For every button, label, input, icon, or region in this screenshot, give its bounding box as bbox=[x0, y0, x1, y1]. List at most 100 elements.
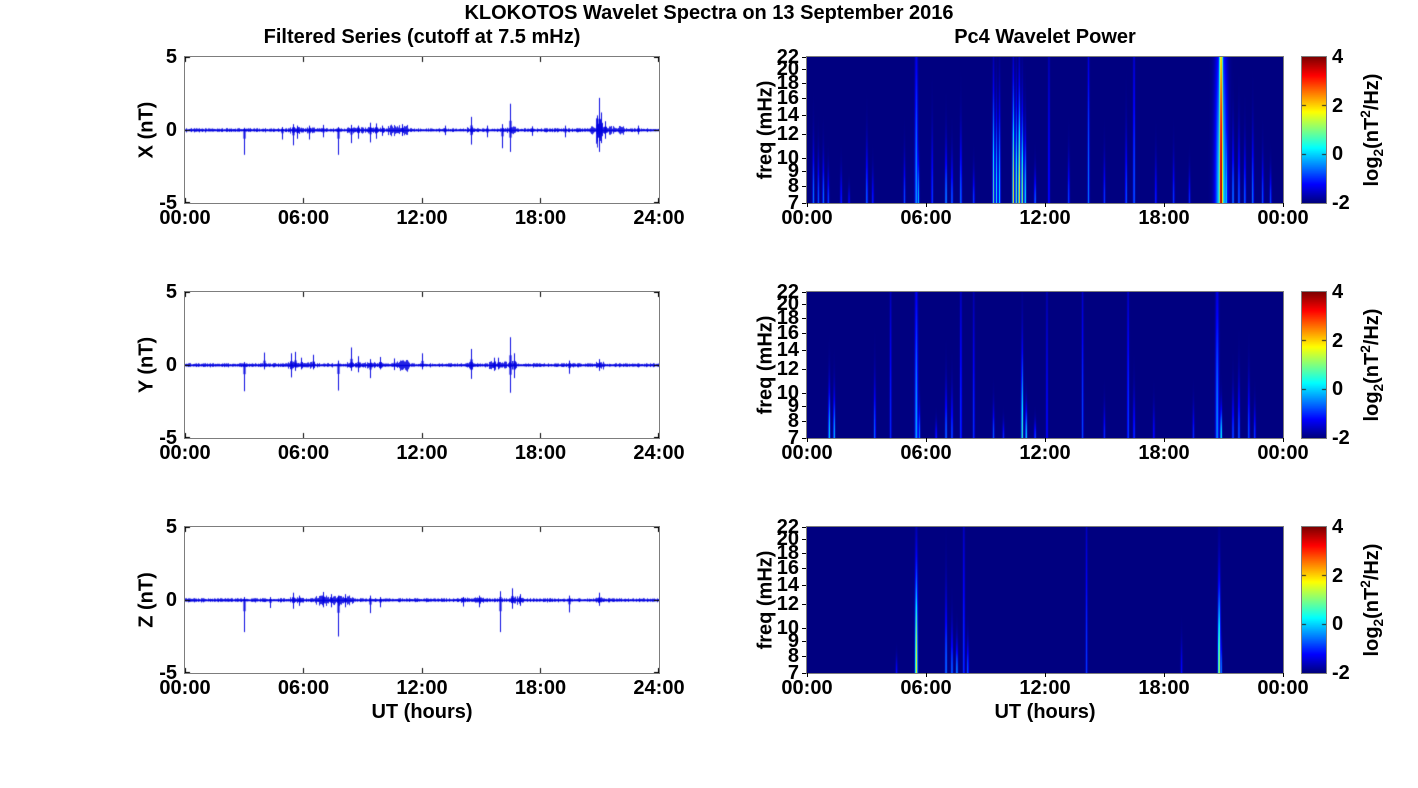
y-series-plot bbox=[185, 292, 659, 438]
y-tick-label: 5 bbox=[165, 516, 177, 538]
figure-title: KLOKOTOS Wavelet Spectra on 13 September… bbox=[464, 2, 954, 24]
colorbar-label-row3: log2(nT2/Hz) bbox=[1358, 543, 1386, 657]
y-tick-label: -5 bbox=[159, 427, 177, 449]
x-tick-label: 12:00 bbox=[1019, 207, 1071, 229]
time-tick-mark bbox=[1045, 438, 1046, 442]
freq-tick-mark bbox=[802, 157, 806, 159]
freq-tick-mark bbox=[802, 392, 806, 394]
colorbar-tick-label: 2 bbox=[1332, 564, 1344, 587]
colorbar-gradient bbox=[1302, 292, 1326, 438]
x-tick-label: 00:00 bbox=[1257, 207, 1309, 229]
time-tick-mark bbox=[807, 438, 808, 442]
y-tick-label: 5 bbox=[165, 46, 177, 68]
freq-tick-mark bbox=[802, 114, 806, 116]
x-tick-label: 18:00 bbox=[514, 677, 567, 699]
freq-tick-label: 20 bbox=[776, 528, 799, 551]
freq-tick-mark bbox=[802, 627, 806, 629]
x-tick-label: 18:00 bbox=[514, 442, 567, 464]
colorbar-row3: 4 2 0 -2 bbox=[1301, 517, 1350, 683]
freq-tick-label: 12 bbox=[776, 358, 799, 381]
x-tick-label: 18:00 bbox=[514, 207, 567, 229]
freq-tick-mark bbox=[802, 673, 806, 674]
freq-tick-mark bbox=[802, 527, 806, 528]
freq-tick-mark bbox=[802, 69, 806, 71]
colorbar-tick-label: -2 bbox=[1332, 192, 1350, 214]
x-tick-label: 00:00 bbox=[781, 442, 833, 464]
freq-axis-label-row3: freq (mHz) bbox=[754, 550, 777, 650]
x-tick-label: 00:00 bbox=[159, 677, 211, 699]
freq-tick-label: 22 bbox=[776, 281, 799, 303]
x-tick-label: 06:00 bbox=[900, 677, 952, 699]
freq-tick-mark bbox=[802, 405, 806, 407]
time-tick-mark bbox=[1283, 203, 1284, 207]
freq-tick-label: 9 bbox=[787, 394, 799, 417]
freq-tick-label: 14 bbox=[776, 573, 799, 596]
freq-tick-label: 14 bbox=[776, 338, 799, 361]
freq-tick-label: 18 bbox=[776, 541, 799, 564]
time-tick-mark bbox=[926, 673, 927, 677]
freq-tick-mark bbox=[802, 420, 806, 422]
freq-tick-mark bbox=[802, 82, 806, 84]
colorbar-tick-label: 4 bbox=[1332, 516, 1344, 538]
freq-tick-label: 9 bbox=[787, 159, 799, 182]
freq-tick-mark bbox=[802, 292, 806, 293]
freq-tick-label: 8 bbox=[787, 174, 799, 197]
colorbar-tick-label: 0 bbox=[1332, 378, 1344, 401]
x-tick-label: 06:00 bbox=[900, 207, 952, 229]
freq-tick-mark bbox=[802, 203, 806, 204]
x-tick-label: 12:00 bbox=[396, 207, 448, 229]
freq-axis-label-row2: freq (mHz) bbox=[754, 315, 777, 415]
time-tick-mark bbox=[926, 203, 927, 207]
x-tick-label: 18:00 bbox=[1138, 442, 1190, 464]
freq-tick-label: 16 bbox=[776, 86, 799, 109]
freq-tick-mark bbox=[802, 552, 806, 554]
freq-tick-mark bbox=[802, 604, 806, 606]
y-wavelet-spectrogram: 00:00 06:00 12:00 18:00 00:00 22 20 18 16 14 12 10 9… bbox=[777, 282, 1309, 463]
freq-tick-label: 20 bbox=[776, 58, 799, 81]
time-tick-mark bbox=[926, 438, 927, 442]
freq-tick-label: 10 bbox=[776, 381, 799, 404]
freq-tick-mark bbox=[802, 134, 806, 136]
colorbar-label-row2: log2(nT2/Hz) bbox=[1358, 308, 1386, 422]
freq-tick-mark bbox=[802, 655, 806, 657]
y-tick-label: 5 bbox=[165, 281, 177, 303]
time-tick-mark bbox=[1283, 673, 1284, 677]
y-tick-label: 0 bbox=[165, 589, 177, 611]
y-series-panel: 00:00 06:00 12:00 18:00 24:00 5 0 -5 bbox=[159, 282, 684, 463]
colorbar-tick-label: 2 bbox=[1332, 329, 1344, 352]
x-tick-label: 12:00 bbox=[396, 442, 448, 464]
time-tick-mark bbox=[807, 673, 808, 677]
freq-tick-label: 9 bbox=[787, 629, 799, 652]
freq-tick-label: 7 bbox=[787, 192, 799, 214]
time-tick-mark bbox=[1045, 673, 1046, 677]
z-series-panel: 00:00 06:00 12:00 18:00 24:00 5 0 -5 bbox=[159, 517, 684, 698]
colorbar-gradient bbox=[1302, 57, 1326, 203]
freq-tick-mark bbox=[802, 584, 806, 586]
z-series-plot bbox=[185, 527, 659, 673]
freq-tick-mark bbox=[802, 317, 806, 319]
freq-tick-mark bbox=[802, 170, 806, 172]
freq-tick-label: 16 bbox=[776, 556, 799, 579]
colorbar-row1: 4 2 0 -2 bbox=[1301, 47, 1350, 213]
freq-tick-label: 14 bbox=[776, 103, 799, 126]
freq-tick-mark bbox=[802, 539, 806, 541]
colorbar-tick-label: -2 bbox=[1332, 662, 1350, 684]
freq-tick-mark bbox=[802, 97, 806, 99]
y-axis-ylabel: Y (nT) bbox=[135, 336, 158, 394]
colorbar-tick-label: 4 bbox=[1332, 46, 1344, 68]
time-tick-mark bbox=[1164, 438, 1165, 442]
colorbar-row2: 4 2 0 -2 bbox=[1301, 282, 1350, 448]
x-tick-label: 00:00 bbox=[781, 207, 833, 229]
freq-tick-label: 18 bbox=[776, 306, 799, 329]
x-series-plot bbox=[185, 57, 659, 203]
x-spectrogram-plot bbox=[807, 57, 1283, 203]
freq-tick-label: 22 bbox=[776, 516, 799, 538]
x-tick-label: 00:00 bbox=[1257, 442, 1309, 464]
colorbar-tick-label: 4 bbox=[1332, 281, 1344, 303]
time-tick-mark bbox=[807, 203, 808, 207]
freq-tick-label: 8 bbox=[787, 409, 799, 432]
y-spectrogram-plot bbox=[807, 292, 1283, 438]
time-tick-mark bbox=[1164, 673, 1165, 677]
colorbar-label-row1: log2(nT2/Hz) bbox=[1358, 73, 1386, 187]
